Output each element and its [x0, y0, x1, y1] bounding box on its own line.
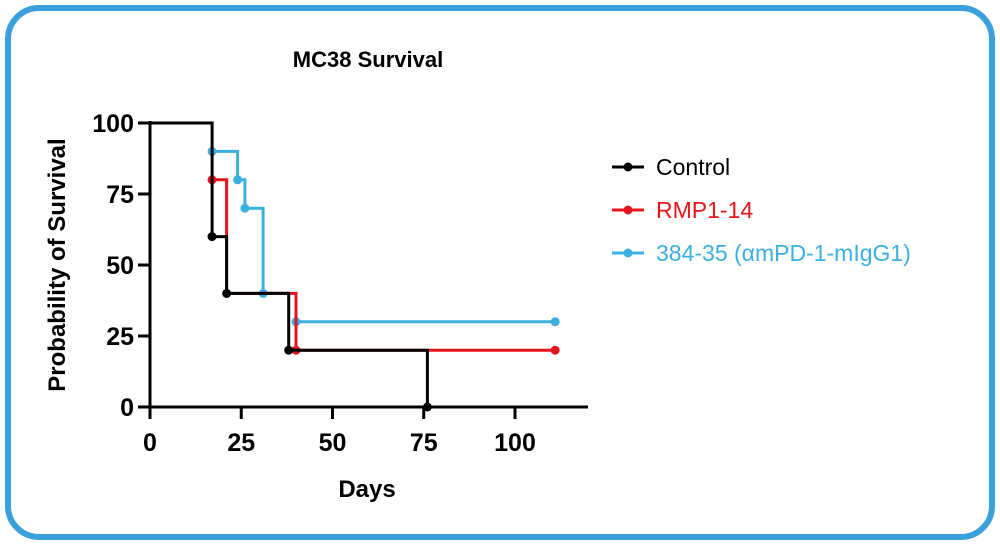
series-1	[207, 175, 560, 355]
chart-title: MC38 Survival	[293, 47, 443, 72]
legend-item: RMP1-14	[612, 197, 753, 223]
legend-swatch-marker	[623, 162, 633, 172]
y-tick-label: 25	[106, 323, 134, 351]
chart-frame	[5, 5, 995, 540]
legend-item: 384-35 (αmPD-1-mIgG1)	[612, 240, 911, 266]
series-2	[207, 146, 560, 327]
series-marker	[240, 203, 250, 213]
series-marker	[550, 317, 560, 327]
series-marker	[233, 175, 243, 185]
y-axis-label: Probability of Survival	[44, 138, 71, 391]
axes: 0 25 50 75 100 0 25 50 75 100	[92, 110, 588, 457]
series-marker	[222, 288, 232, 298]
y-tick-label: 100	[92, 110, 134, 138]
series-layer	[150, 121, 560, 412]
legend-swatch-marker	[623, 248, 633, 258]
legend-label: RMP1-14	[656, 197, 753, 223]
legend-swatch-marker	[623, 205, 633, 215]
x-tick-label: 50	[319, 429, 347, 457]
series-line	[150, 121, 429, 407]
legend-label: Control	[656, 154, 730, 180]
x-tick-label: 75	[410, 429, 438, 457]
y-tick-label: 0	[120, 394, 134, 422]
x-tick-label: 100	[494, 429, 536, 457]
legend: Control RMP1-14 384-35 (αmPD-1-mIgG1)	[612, 154, 911, 266]
y-tick-label: 75	[106, 181, 134, 209]
legend-item: Control	[612, 154, 730, 180]
series-0	[150, 121, 432, 412]
x-axis-label: Days	[338, 476, 395, 503]
series-marker	[207, 232, 217, 242]
y-tick-label: 50	[106, 252, 134, 280]
series-marker	[284, 345, 294, 355]
x-tick-label: 25	[227, 429, 255, 457]
series-marker	[422, 402, 432, 412]
x-tick-label: 0	[143, 429, 157, 457]
series-marker	[550, 345, 560, 355]
legend-label: 384-35 (αmPD-1-mIgG1)	[656, 240, 911, 266]
